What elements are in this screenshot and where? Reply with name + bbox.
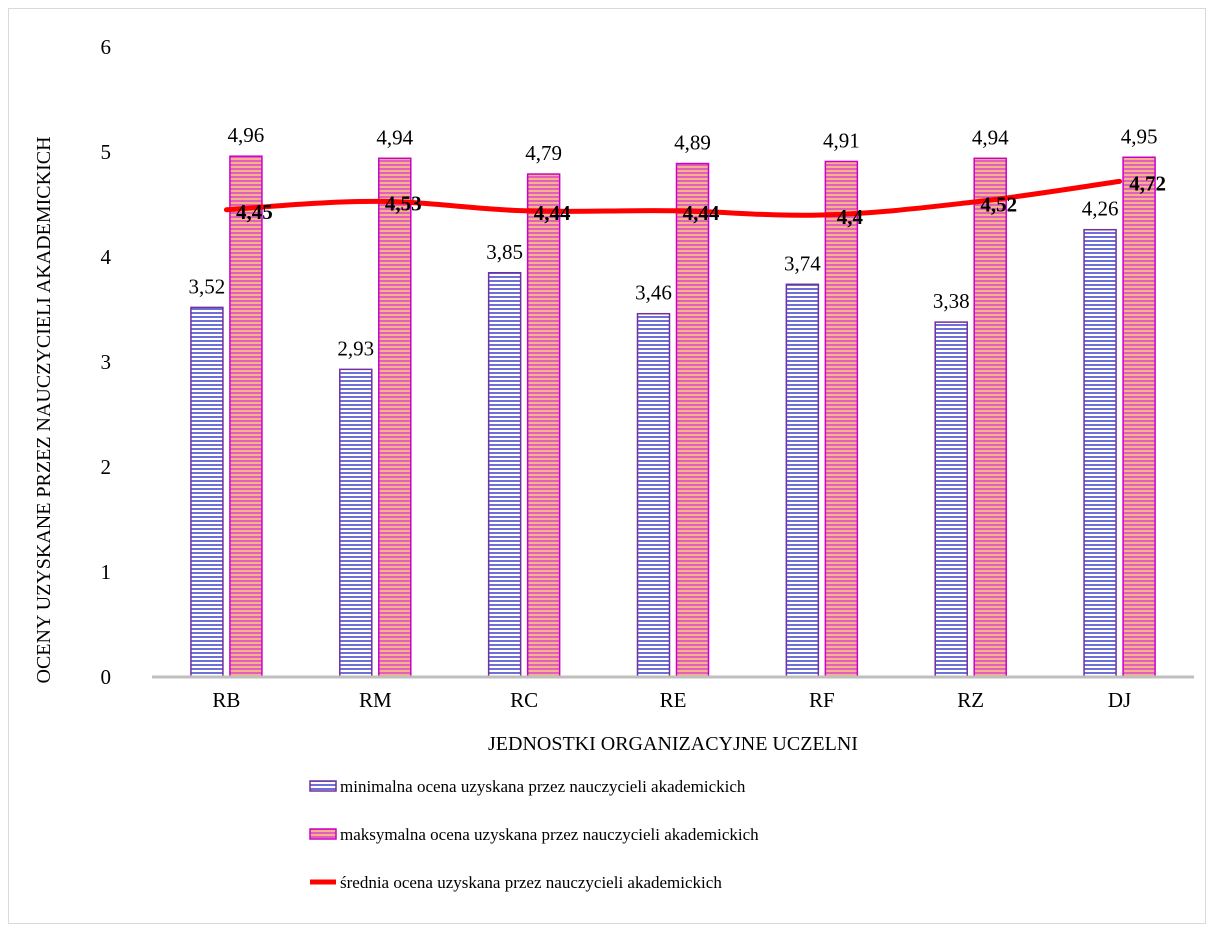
- y-tick-label: 5: [101, 140, 112, 164]
- bar-max: [1122, 156, 1156, 678]
- average-line-group: 4,45 4,53 4,44 4,44 4,4 4,52 4,72: [223, 171, 1166, 229]
- legend-label: średnia ocena uzyskana przez nauczycieli…: [340, 873, 722, 892]
- x-tick-label: DJ: [1108, 688, 1131, 712]
- bar-max-label: 4,89: [674, 131, 711, 155]
- y-tick-label: 4: [101, 245, 112, 269]
- average-point-label: 4,44: [534, 201, 571, 225]
- y-tick-label: 2: [101, 455, 112, 479]
- bar-min-label: 3,52: [189, 274, 226, 298]
- average-point-label: 4,45: [236, 200, 273, 224]
- x-tick-label: RM: [359, 688, 392, 712]
- bar-min-label: 3,85: [486, 240, 523, 264]
- bar-data-labels: 3,52 4,96 2,93 4,94 3,85 4,79 3,46 4,89 3,74 4,91…: [189, 123, 1158, 360]
- bar-min: [487, 272, 522, 678]
- legend-label: minimalna ocena uzyskana przez nauczycie…: [340, 777, 746, 796]
- x-tick-label: RC: [510, 688, 538, 712]
- y-tick-label: 0: [101, 665, 112, 689]
- legend: minimalna ocena uzyskana przez nauczycie…: [309, 777, 759, 892]
- bar-min-label: 3,38: [933, 289, 970, 313]
- x-tick-label: RF: [809, 688, 835, 712]
- y-axis-ticks: 0 1 2 3 4 5 6: [101, 35, 112, 689]
- bar-max: [973, 157, 1007, 678]
- x-tick-label: RE: [660, 688, 687, 712]
- bar-min: [1083, 228, 1117, 678]
- average-line: [223, 178, 1123, 218]
- bar-max: [824, 160, 859, 678]
- bar-max-label: 4,91: [823, 128, 860, 152]
- average-point-label: 4,44: [683, 201, 720, 225]
- bar-min-label: 4,26: [1082, 197, 1119, 221]
- y-tick-label: 6: [101, 35, 112, 59]
- average-point-label: 4,52: [980, 192, 1017, 216]
- bar-min: [636, 312, 671, 678]
- bar-max: [229, 155, 263, 678]
- chart-frame: [8, 8, 1206, 924]
- bar-min-label: 2,93: [337, 336, 374, 360]
- bar-min: [339, 368, 373, 678]
- x-axis-ticks: RB RM RC RE RF RZ DJ: [212, 688, 1131, 712]
- legend-swatch: [309, 780, 337, 792]
- average-point-label: 4,53: [385, 191, 422, 215]
- bar-max-label: 4,96: [228, 123, 265, 147]
- x-axis-title: JEDNOSTKI ORGANIZACYJNE UCZELNI: [488, 733, 858, 755]
- bar-max: [675, 162, 710, 678]
- bar-max-label: 4,94: [972, 125, 1009, 149]
- bar-max: [378, 157, 412, 678]
- legend-label: maksymalna ocena uzyskana przez nauczyci…: [340, 825, 759, 844]
- bar-min-label: 3,74: [784, 251, 821, 275]
- bar-min: [785, 283, 820, 678]
- y-axis-title: OCENY UZYSKANE PRZEZ NAUCZYCIELI AKADEMI…: [33, 136, 55, 683]
- bar-min-label: 3,46: [635, 281, 672, 305]
- bar-max-label: 4,95: [1121, 124, 1158, 148]
- average-point-label: 4,72: [1129, 171, 1166, 195]
- x-tick-label: RB: [212, 688, 240, 712]
- bar-max-label: 4,79: [525, 141, 562, 165]
- bar-min: [190, 306, 224, 678]
- x-tick-label: RZ: [957, 688, 984, 712]
- y-tick-label: 1: [101, 560, 112, 584]
- bar-max-label: 4,94: [376, 125, 413, 149]
- y-tick-label: 3: [101, 350, 112, 374]
- bar-min: [934, 321, 968, 678]
- bars-group: [190, 155, 1156, 678]
- average-point-label: 4,4: [837, 205, 864, 229]
- bar-max: [526, 173, 561, 678]
- legend-swatch: [309, 828, 337, 840]
